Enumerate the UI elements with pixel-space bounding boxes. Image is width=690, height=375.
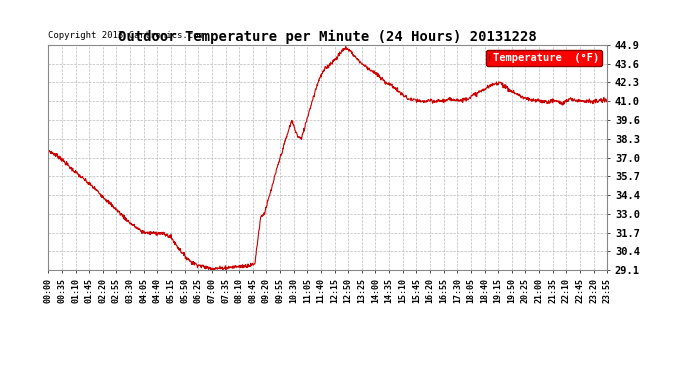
Title: Outdoor Temperature per Minute (24 Hours) 20131228: Outdoor Temperature per Minute (24 Hours…: [119, 30, 537, 44]
Legend: Temperature  (°F): Temperature (°F): [486, 50, 602, 66]
Text: Copyright 2013 Cartronics.com: Copyright 2013 Cartronics.com: [48, 32, 204, 40]
